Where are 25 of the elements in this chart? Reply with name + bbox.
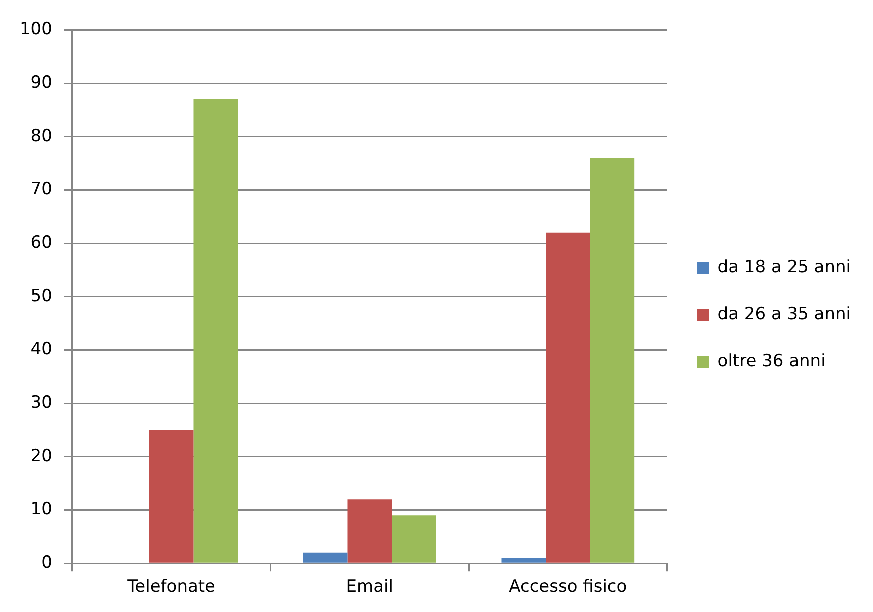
legend-label: da 18 a 25 anni	[718, 257, 852, 278]
y-tick-label: 10	[30, 500, 52, 520]
y-tick-label: 70	[30, 180, 52, 200]
y-tick-label: 60	[30, 232, 52, 253]
x-tick-label: Telefonate	[126, 577, 216, 598]
y-tick-label: 40	[30, 340, 52, 360]
bar	[392, 516, 436, 563]
x-tick-label: Email	[346, 577, 394, 598]
legend-label: oltre 36 anni	[718, 351, 826, 372]
x-tick-label: Accesso fisico	[509, 577, 628, 598]
bar	[546, 232, 590, 563]
y-tick-label: 30	[30, 393, 52, 413]
y-tick-label: 80	[30, 126, 52, 146]
bar	[303, 552, 348, 563]
y-tick-label: 50	[30, 286, 52, 306]
y-tick-label: 90	[30, 72, 52, 93]
y-tick-label: 0	[42, 553, 52, 574]
bar	[149, 430, 194, 563]
legend-label: da 26 a 35 anni	[718, 304, 852, 324]
bar	[348, 500, 392, 563]
bar	[194, 100, 238, 563]
y-tick-label: 100	[20, 20, 52, 40]
bar	[502, 558, 546, 563]
y-tick-label: 20	[30, 446, 52, 466]
bar	[590, 158, 635, 563]
